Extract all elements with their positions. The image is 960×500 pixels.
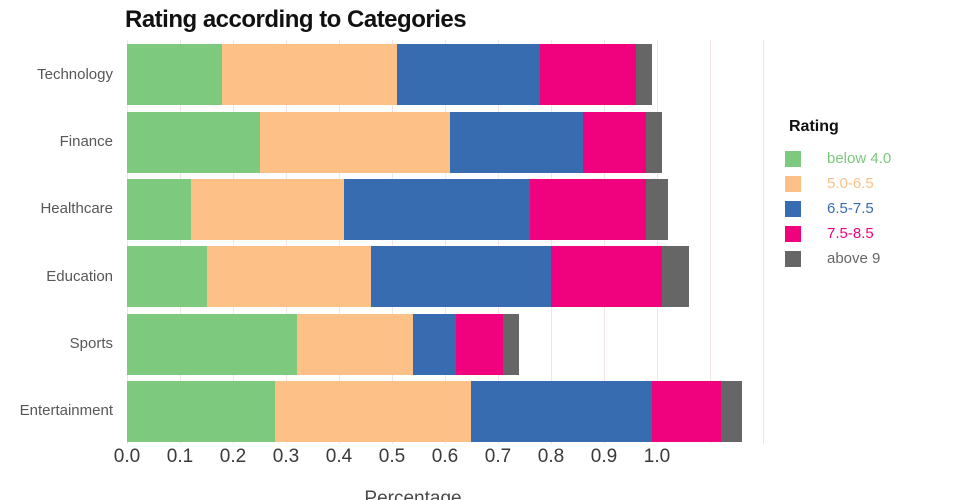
gridline — [551, 40, 552, 444]
legend-entries: below 4.0 5.0-6.5 6.5-7.5 7.5-8.5 above 9 — [785, 146, 955, 271]
bar-segment — [550, 246, 663, 308]
legend-swatch — [785, 175, 801, 192]
legend-label: below 4.0 — [827, 150, 892, 167]
bar-segment — [635, 44, 652, 106]
bar-row-education — [127, 246, 689, 308]
category-label: Finance — [59, 133, 113, 151]
gridline — [286, 40, 287, 444]
x-tick-label: 0.9 — [590, 446, 618, 467]
bar-row-technology — [127, 44, 652, 106]
x-axis-title: Percentage — [364, 488, 462, 500]
bar-segment — [222, 44, 398, 106]
bar-segment — [127, 246, 207, 308]
bar-segment — [296, 313, 414, 375]
bar-segment — [344, 178, 530, 240]
bar-segment — [503, 313, 520, 375]
category-label: Education — [46, 267, 113, 285]
legend-entry: above 9 — [785, 246, 955, 271]
legend: Rating below 4.0 5.0-6.5 6.5-7.5 7.5-8.5 abo… — [785, 118, 955, 271]
bar-segment — [127, 178, 191, 240]
x-tick-label: 0.5 — [378, 446, 406, 467]
bar-segment — [450, 111, 583, 173]
legend-entry: 7.5-8.5 — [785, 221, 955, 246]
bar-segment — [127, 380, 276, 442]
category-label: Sports — [69, 335, 113, 352]
bar-segment — [651, 380, 721, 442]
chart-title: Rating according to Categories — [125, 6, 467, 33]
gridline — [604, 40, 605, 444]
legend-swatch — [785, 150, 801, 167]
x-tick-label: 0.6 — [431, 446, 459, 467]
gridline — [498, 40, 499, 444]
bar-segment — [471, 380, 652, 442]
legend-swatch — [785, 200, 801, 217]
gridline — [233, 40, 234, 444]
bar-segment — [646, 178, 668, 240]
gridline — [657, 40, 658, 444]
gridline — [339, 40, 340, 444]
bar-segment — [662, 246, 689, 308]
category-label: Technology — [37, 65, 113, 83]
x-tick-label: 1.0 — [643, 446, 671, 467]
legend-label: 6.5-7.5 — [827, 200, 874, 217]
x-tick-label: 0.0 — [113, 446, 141, 467]
bar-segment — [259, 111, 451, 173]
gridline — [445, 40, 446, 444]
legend-entry: 5.0-6.5 — [785, 171, 955, 196]
legend-entry: below 4.0 — [785, 146, 955, 171]
bar-segment — [397, 44, 541, 106]
gridline — [180, 40, 181, 444]
bar-segment — [720, 380, 742, 442]
x-tick-label: 0.7 — [484, 446, 512, 467]
bar-segment — [127, 111, 260, 173]
plot-area — [127, 40, 764, 444]
bar-segment — [206, 246, 371, 308]
bar-segment — [370, 246, 551, 308]
gridline — [710, 40, 711, 444]
bar-segment — [540, 44, 636, 106]
bar-segment — [582, 111, 647, 173]
x-tick-label: 0.1 — [166, 446, 194, 467]
bar-segment — [275, 380, 472, 442]
legend-label: above 9 — [827, 250, 881, 267]
category-label: Healthcare — [40, 200, 113, 218]
x-tick-label: 0.4 — [325, 446, 353, 467]
bar-segment — [413, 313, 456, 375]
bar-row-entertainment — [127, 380, 742, 442]
legend-title: Rating — [789, 118, 839, 135]
bar-row-healthcare — [127, 178, 668, 240]
x-tick-label: 0.8 — [537, 446, 565, 467]
legend-swatch — [785, 250, 801, 267]
gridline — [763, 40, 764, 444]
bar-segment — [646, 111, 663, 173]
legend-label: 5.0-6.5 — [827, 175, 874, 192]
legend-label: 7.5-8.5 — [827, 225, 874, 242]
x-tick-label: 0.3 — [272, 446, 300, 467]
legend-entry: 6.5-7.5 — [785, 196, 955, 221]
bar-segment — [190, 178, 345, 240]
gridline — [127, 40, 128, 444]
bar-row-finance — [127, 111, 663, 173]
gridline — [392, 40, 393, 444]
bar-segment — [529, 178, 647, 240]
bar-row-sports — [127, 313, 520, 375]
x-tick-label: 0.2 — [219, 446, 247, 467]
category-label: Entertainment — [19, 402, 113, 420]
bar-segment — [127, 44, 223, 106]
bar-segment — [127, 313, 297, 375]
bar-segment — [455, 313, 504, 375]
legend-swatch — [785, 225, 801, 242]
